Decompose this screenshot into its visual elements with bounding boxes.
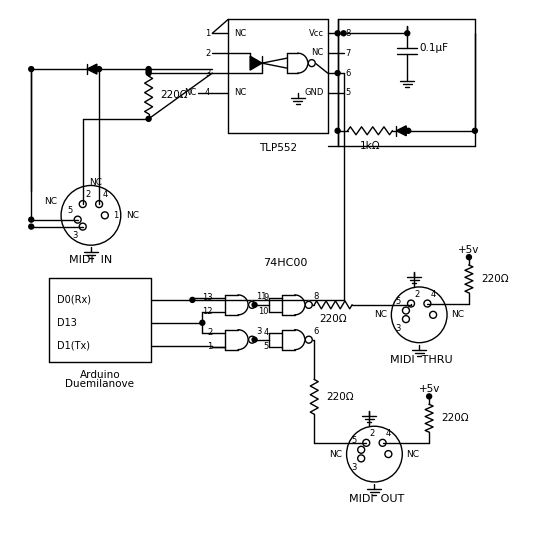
Text: 4: 4: [385, 429, 391, 438]
Text: D0(Rx): D0(Rx): [57, 295, 91, 305]
Text: 3: 3: [256, 327, 262, 336]
Circle shape: [252, 302, 257, 307]
Text: 13: 13: [201, 293, 212, 302]
Circle shape: [252, 337, 257, 342]
Text: Arduino: Arduino: [79, 370, 120, 380]
Text: 220Ω: 220Ω: [160, 90, 188, 100]
Circle shape: [405, 31, 410, 36]
Text: NC: NC: [329, 450, 343, 459]
Polygon shape: [250, 56, 262, 70]
Text: 1kΩ: 1kΩ: [360, 141, 380, 151]
Text: D13: D13: [57, 318, 77, 328]
Circle shape: [146, 67, 151, 72]
Text: NC: NC: [126, 211, 139, 220]
Circle shape: [335, 31, 340, 36]
Text: 5: 5: [395, 297, 401, 306]
Text: 5: 5: [264, 342, 269, 351]
Polygon shape: [397, 126, 406, 136]
Text: 12: 12: [202, 307, 212, 316]
Circle shape: [29, 224, 34, 229]
Circle shape: [335, 71, 340, 76]
Text: 2: 2: [207, 328, 212, 337]
Circle shape: [248, 301, 255, 309]
Text: 8: 8: [313, 292, 319, 301]
Text: NC: NC: [451, 310, 464, 319]
Text: 6: 6: [345, 68, 351, 78]
Text: +5v: +5v: [418, 384, 440, 394]
Circle shape: [335, 128, 340, 133]
Circle shape: [341, 31, 346, 36]
Text: 4: 4: [103, 190, 108, 199]
Polygon shape: [87, 64, 97, 74]
Text: 220Ω: 220Ω: [319, 314, 347, 324]
Text: 7: 7: [345, 49, 351, 58]
Circle shape: [29, 67, 34, 72]
Text: GND: GND: [304, 88, 324, 97]
Text: 4: 4: [430, 290, 435, 298]
Text: +5v: +5v: [458, 245, 480, 255]
Text: 220Ω: 220Ω: [441, 413, 469, 423]
Text: 3: 3: [205, 68, 211, 78]
Text: 4: 4: [264, 328, 269, 337]
Text: 1: 1: [113, 211, 118, 220]
Text: MIDI  OUT: MIDI OUT: [349, 494, 404, 504]
Text: TLP552: TLP552: [259, 143, 297, 153]
Text: 2: 2: [86, 190, 91, 199]
Text: NC: NC: [234, 88, 246, 97]
Text: 4: 4: [205, 88, 211, 97]
Circle shape: [96, 67, 102, 72]
Text: 11: 11: [256, 292, 267, 301]
Text: NC: NC: [44, 197, 57, 206]
Text: 5: 5: [351, 436, 356, 445]
Text: NC: NC: [234, 29, 246, 38]
Text: 3: 3: [72, 231, 78, 240]
Circle shape: [200, 320, 205, 325]
Circle shape: [146, 69, 151, 73]
Text: 5: 5: [345, 88, 351, 97]
Circle shape: [308, 60, 315, 67]
Text: 2: 2: [205, 49, 211, 58]
Circle shape: [466, 255, 471, 260]
Circle shape: [248, 336, 255, 343]
Text: 220Ω: 220Ω: [481, 274, 508, 284]
Text: 3: 3: [395, 324, 401, 333]
Text: 2: 2: [369, 429, 375, 438]
Text: NC: NC: [184, 88, 196, 97]
Text: 1: 1: [205, 29, 211, 38]
Text: 220Ω: 220Ω: [326, 392, 354, 402]
Circle shape: [190, 297, 195, 302]
Text: 9: 9: [264, 293, 269, 302]
Circle shape: [472, 128, 478, 133]
Text: 3: 3: [351, 463, 356, 473]
Circle shape: [305, 336, 312, 343]
Text: 8: 8: [345, 29, 351, 38]
Text: 10: 10: [259, 307, 269, 316]
Text: MIDI  IN: MIDI IN: [69, 255, 112, 265]
Circle shape: [146, 116, 151, 122]
Text: 2: 2: [414, 290, 419, 298]
Text: MIDI  THRU: MIDI THRU: [390, 354, 453, 365]
Circle shape: [305, 301, 312, 309]
Text: 74HC00: 74HC00: [263, 258, 307, 268]
Text: 5: 5: [68, 206, 72, 214]
Circle shape: [146, 71, 151, 76]
Text: NC: NC: [90, 178, 102, 186]
Text: Vcc: Vcc: [309, 29, 324, 38]
Text: NC: NC: [311, 48, 324, 57]
Text: 0.1μF: 0.1μF: [419, 43, 448, 53]
Text: Duemilanove: Duemilanove: [66, 380, 134, 389]
Circle shape: [406, 128, 411, 133]
Text: 1: 1: [207, 342, 212, 351]
Text: 6: 6: [313, 327, 319, 336]
Text: D1(Tx): D1(Tx): [57, 340, 90, 351]
Circle shape: [29, 217, 34, 222]
Text: NC: NC: [374, 310, 387, 319]
Text: NC: NC: [406, 450, 419, 459]
Circle shape: [426, 394, 432, 399]
